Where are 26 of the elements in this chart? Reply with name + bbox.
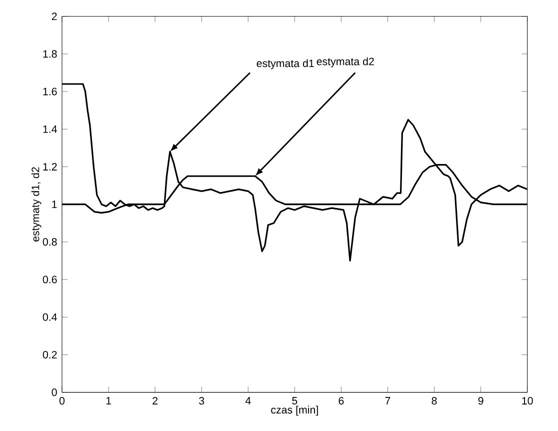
y-tick-label: 1.2 <box>43 163 57 170</box>
y-tick-label: 1 <box>52 200 57 208</box>
y-tick-label: 2 <box>52 12 57 20</box>
x-tick-label: 2 <box>152 397 158 404</box>
y-tick-label: 1.4 <box>43 125 57 133</box>
x-tick-label: 8 <box>432 397 437 405</box>
x-tick-label: 0 <box>59 397 65 405</box>
x-tick-label: 5 <box>292 397 298 404</box>
x-tick-label: 3 <box>199 397 204 405</box>
x-tick-label: 4 <box>245 397 251 404</box>
x-tick-label: 1 <box>106 397 111 404</box>
y-tick-label: 0.8 <box>42 238 57 246</box>
annotation: estymata d2 <box>316 57 374 68</box>
y-tick-label: 0 <box>52 388 57 396</box>
annotation: estymata d1 <box>256 59 314 70</box>
x-tick-label: 7 <box>385 397 390 404</box>
x-tick-label: 9 <box>478 397 484 405</box>
y-tick-label: 1.6 <box>43 88 57 96</box>
x-axis-title: czas [min] <box>271 406 318 416</box>
y-axis-title: estymaty d1, d2 <box>31 167 42 242</box>
y-tick-label: 1.8 <box>43 50 57 58</box>
x-tick-label: 6 <box>338 397 344 405</box>
y-tick-label: 0.6 <box>42 276 57 284</box>
x-tick-label: 10 <box>522 397 533 405</box>
y-tick-label: 0.2 <box>42 350 57 358</box>
y-tick-label: 0.4 <box>42 313 57 321</box>
